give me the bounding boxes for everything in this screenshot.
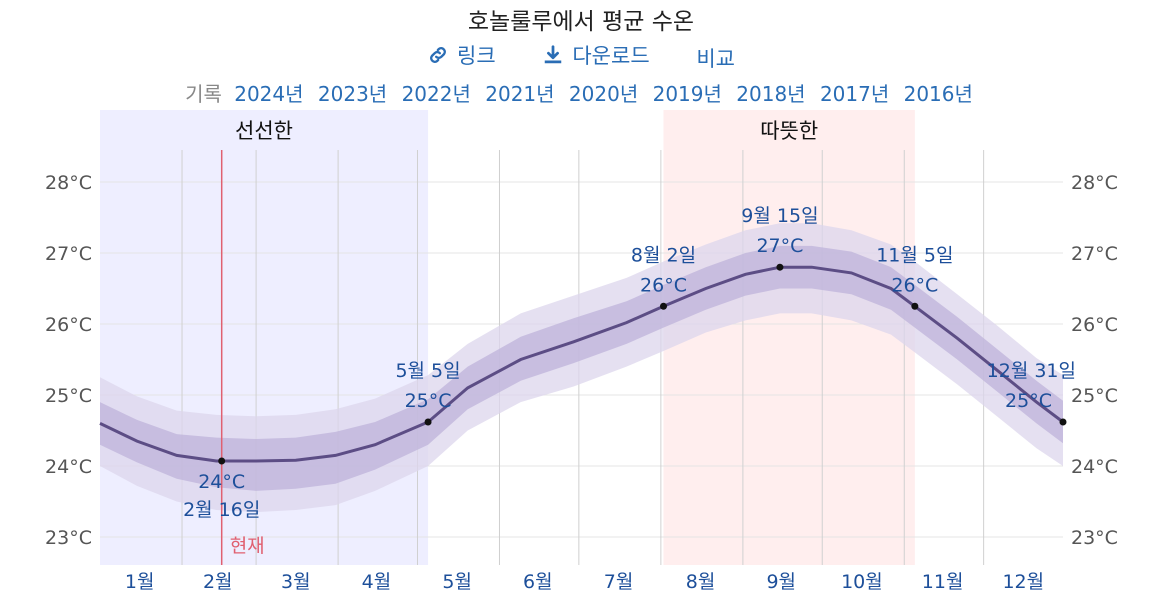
y-tick-label: 28°C bbox=[45, 172, 92, 194]
y-tick-label: 27°C bbox=[1071, 243, 1118, 265]
download-icon bbox=[545, 45, 562, 64]
current-date-label: 현재 bbox=[230, 535, 265, 557]
download-button[interactable]: 다운로드 bbox=[542, 40, 650, 70]
point-temp-label: 26°C bbox=[891, 274, 938, 296]
data-point bbox=[1059, 418, 1067, 426]
data-point bbox=[660, 302, 668, 310]
month-label: 5월 bbox=[442, 571, 472, 593]
month-label: 3월 bbox=[281, 571, 311, 593]
month-label: 12월 bbox=[1002, 571, 1044, 593]
toolbar: 링크 다운로드 비교 bbox=[0, 40, 1162, 73]
point-date-label: 8월 2일 bbox=[631, 244, 696, 266]
year-link[interactable]: 2019년 bbox=[652, 82, 722, 106]
point-temp-label: 25°C bbox=[1005, 390, 1052, 412]
year-link[interactable]: 2022년 bbox=[401, 82, 471, 106]
point-date-label: 9월 15일 bbox=[741, 205, 818, 227]
data-point bbox=[218, 457, 226, 465]
y-tick-label: 26°C bbox=[1071, 314, 1118, 336]
data-point bbox=[424, 418, 432, 426]
compare-label: 비교 bbox=[696, 47, 735, 71]
y-tick-label: 25°C bbox=[1071, 385, 1118, 407]
y-tick-label: 24°C bbox=[45, 456, 92, 478]
point-temp-label: 26°C bbox=[640, 274, 687, 296]
month-label: 9월 bbox=[766, 571, 796, 593]
point-date-label: 12월 31일 bbox=[987, 360, 1076, 382]
year-link[interactable]: 2020년 bbox=[568, 82, 639, 106]
link-button[interactable]: 링크 bbox=[427, 40, 496, 70]
year-link[interactable]: 2021년 bbox=[485, 82, 555, 106]
point-date-label: 2월 16일 bbox=[183, 499, 260, 521]
data-point bbox=[911, 302, 919, 310]
y-tick-label: 28°C bbox=[1071, 172, 1118, 194]
link-label: 링크 bbox=[457, 44, 496, 68]
y-tick-label: 23°C bbox=[45, 527, 92, 549]
download-label: 다운로드 bbox=[572, 44, 650, 68]
compare-button[interactable]: 비교 bbox=[696, 43, 735, 73]
data-point bbox=[776, 263, 784, 271]
point-temp-label: 25°C bbox=[405, 390, 452, 412]
y-tick-label: 27°C bbox=[45, 243, 92, 265]
y-tick-label: 24°C bbox=[1071, 456, 1118, 478]
point-temp-label: 24°C bbox=[198, 471, 245, 493]
month-label: 8월 bbox=[686, 571, 716, 593]
month-label: 7월 bbox=[604, 571, 634, 593]
month-label: 1월 bbox=[125, 571, 155, 593]
year-link[interactable]: 2023년 bbox=[317, 82, 388, 106]
band-25-75 bbox=[100, 245, 1063, 491]
month-label: 4월 bbox=[362, 571, 392, 593]
month-label: 10월 bbox=[841, 571, 883, 593]
year-selector: 기록 2024년 2023년 2022년 2021년 2020년 2019년 2… bbox=[0, 78, 1162, 107]
y-tick-label: 23°C bbox=[1071, 527, 1118, 549]
point-date-label: 11월 5일 bbox=[876, 244, 953, 266]
month-label: 2월 bbox=[203, 571, 233, 593]
year-link[interactable]: 2017년 bbox=[819, 82, 890, 106]
year-selector-label: 기록 bbox=[185, 82, 222, 106]
y-tick-label: 25°C bbox=[45, 385, 92, 407]
y-tick-label: 26°C bbox=[45, 314, 92, 336]
month-label: 11월 bbox=[922, 571, 964, 593]
season-region bbox=[663, 110, 915, 565]
point-temp-label: 27°C bbox=[756, 235, 803, 257]
year-link[interactable]: 2024년 bbox=[234, 82, 304, 106]
point-date-label: 5월 5일 bbox=[395, 360, 460, 382]
year-link[interactable]: 2016년 bbox=[903, 82, 973, 106]
chart-title: 호놀룰루에서 평균 수온 bbox=[467, 9, 695, 35]
season-label: 선선한 bbox=[235, 119, 293, 143]
season-label: 따뜻한 bbox=[760, 119, 818, 143]
month-label: 6월 bbox=[523, 571, 553, 593]
year-link[interactable]: 2018년 bbox=[736, 82, 806, 106]
link-icon bbox=[430, 47, 446, 63]
